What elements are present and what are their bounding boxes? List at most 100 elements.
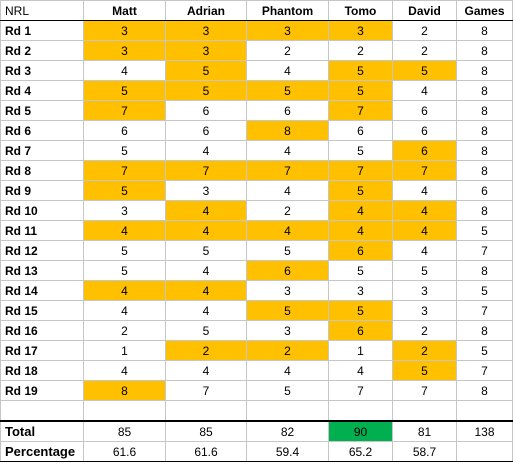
- games-cell[interactable]: 8: [456, 260, 513, 281]
- score-cell[interactable]: 4: [83, 220, 166, 241]
- score-cell[interactable]: 6: [165, 100, 247, 121]
- score-cell[interactable]: 5: [83, 260, 166, 281]
- score-cell[interactable]: 4: [165, 260, 247, 281]
- games-cell[interactable]: 7: [456, 240, 513, 261]
- score-cell[interactable]: 4: [246, 360, 329, 381]
- score-cell[interactable]: 5: [83, 140, 166, 161]
- round-label-cell[interactable]: Rd 19: [0, 380, 84, 401]
- score-cell[interactable]: 5: [392, 260, 457, 281]
- corner-label-cell[interactable]: NRL: [0, 0, 84, 21]
- games-cell[interactable]: 5: [456, 220, 513, 241]
- player-header-phantom[interactable]: Phantom: [246, 0, 329, 21]
- round-label-cell[interactable]: Rd 10: [0, 200, 84, 221]
- games-total-cell[interactable]: 138: [456, 420, 513, 442]
- total-cell[interactable]: 90: [328, 420, 393, 442]
- score-cell[interactable]: 5: [83, 180, 166, 201]
- score-cell[interactable]: 4: [246, 60, 329, 81]
- score-cell[interactable]: 1: [83, 340, 166, 361]
- score-cell[interactable]: 6: [165, 120, 247, 141]
- score-cell[interactable]: 5: [246, 300, 329, 321]
- score-cell[interactable]: 3: [165, 20, 247, 41]
- score-cell[interactable]: 7: [328, 100, 393, 121]
- score-cell[interactable]: 7: [83, 100, 166, 121]
- score-cell[interactable]: 6: [246, 260, 329, 281]
- score-cell[interactable]: 4: [246, 220, 329, 241]
- percentage-label-cell[interactable]: Percentage: [0, 441, 84, 462]
- score-cell[interactable]: 2: [392, 340, 457, 361]
- score-cell[interactable]: 8: [246, 120, 329, 141]
- score-cell[interactable]: 3: [246, 20, 329, 41]
- score-cell[interactable]: 6: [392, 140, 457, 161]
- player-header-adrian[interactable]: Adrian: [165, 0, 247, 21]
- score-cell[interactable]: 4: [392, 240, 457, 261]
- score-cell[interactable]: 3: [165, 180, 247, 201]
- score-cell[interactable]: 7: [392, 160, 457, 181]
- games-cell[interactable]: 8: [456, 200, 513, 221]
- score-cell[interactable]: 4: [165, 140, 247, 161]
- score-cell[interactable]: 3: [83, 20, 166, 41]
- score-cell[interactable]: 4: [165, 280, 247, 301]
- score-cell[interactable]: 7: [246, 160, 329, 181]
- games-cell[interactable]: 7: [456, 360, 513, 381]
- empty-cell[interactable]: [456, 400, 513, 422]
- score-cell[interactable]: 5: [392, 360, 457, 381]
- score-cell[interactable]: 2: [392, 40, 457, 61]
- player-header-tomo[interactable]: Tomo: [328, 0, 393, 21]
- score-cell[interactable]: 6: [392, 100, 457, 121]
- games-cell[interactable]: 8: [456, 60, 513, 81]
- games-cell[interactable]: 8: [456, 20, 513, 41]
- score-cell[interactable]: 3: [392, 280, 457, 301]
- score-cell[interactable]: 6: [246, 100, 329, 121]
- round-label-cell[interactable]: Rd 12: [0, 240, 84, 261]
- score-cell[interactable]: 2: [392, 20, 457, 41]
- score-cell[interactable]: 4: [165, 220, 247, 241]
- score-cell[interactable]: 7: [328, 380, 393, 401]
- percentage-cell[interactable]: 58.7: [392, 441, 457, 462]
- score-cell[interactable]: 7: [392, 380, 457, 401]
- round-label-cell[interactable]: Rd 18: [0, 360, 84, 381]
- score-cell[interactable]: 5: [246, 80, 329, 101]
- percentage-cell[interactable]: 61.6: [83, 441, 166, 462]
- round-label-cell[interactable]: Rd 16: [0, 320, 84, 341]
- score-cell[interactable]: 5: [83, 240, 166, 261]
- round-label-cell[interactable]: Rd 7: [0, 140, 84, 161]
- score-cell[interactable]: 7: [328, 160, 393, 181]
- score-cell[interactable]: 4: [246, 180, 329, 201]
- round-label-cell[interactable]: Rd 15: [0, 300, 84, 321]
- score-cell[interactable]: 4: [83, 300, 166, 321]
- score-cell[interactable]: 5: [246, 240, 329, 261]
- score-cell[interactable]: 4: [83, 280, 166, 301]
- score-cell[interactable]: 5: [165, 320, 247, 341]
- round-label-cell[interactable]: Rd 5: [0, 100, 84, 121]
- games-cell[interactable]: 6: [456, 180, 513, 201]
- round-label-cell[interactable]: Rd 13: [0, 260, 84, 281]
- round-label-cell[interactable]: Rd 17: [0, 340, 84, 361]
- empty-cell[interactable]: [165, 400, 247, 422]
- score-cell[interactable]: 5: [246, 380, 329, 401]
- round-label-cell[interactable]: Rd 4: [0, 80, 84, 101]
- score-cell[interactable]: 4: [83, 360, 166, 381]
- score-cell[interactable]: 1: [328, 340, 393, 361]
- score-cell[interactable]: 2: [392, 320, 457, 341]
- score-cell[interactable]: 4: [392, 80, 457, 101]
- empty-cell[interactable]: [456, 441, 513, 462]
- empty-cell[interactable]: [0, 400, 84, 422]
- score-cell[interactable]: 4: [328, 220, 393, 241]
- score-cell[interactable]: 2: [246, 200, 329, 221]
- score-cell[interactable]: 8: [83, 380, 166, 401]
- player-header-matt[interactable]: Matt: [83, 0, 166, 21]
- games-cell[interactable]: 8: [456, 160, 513, 181]
- percentage-cell[interactable]: 65.2: [328, 441, 393, 462]
- total-label-cell[interactable]: Total: [0, 420, 84, 442]
- score-cell[interactable]: 4: [392, 200, 457, 221]
- games-cell[interactable]: 7: [456, 300, 513, 321]
- games-header-cell[interactable]: Games: [456, 0, 513, 21]
- games-cell[interactable]: 5: [456, 340, 513, 361]
- score-cell[interactable]: 5: [328, 140, 393, 161]
- percentage-cell[interactable]: 61.6: [165, 441, 247, 462]
- player-header-david[interactable]: David: [392, 0, 457, 21]
- total-cell[interactable]: 85: [165, 420, 247, 442]
- score-cell[interactable]: 4: [392, 220, 457, 241]
- score-cell[interactable]: 7: [165, 380, 247, 401]
- score-cell[interactable]: 4: [165, 300, 247, 321]
